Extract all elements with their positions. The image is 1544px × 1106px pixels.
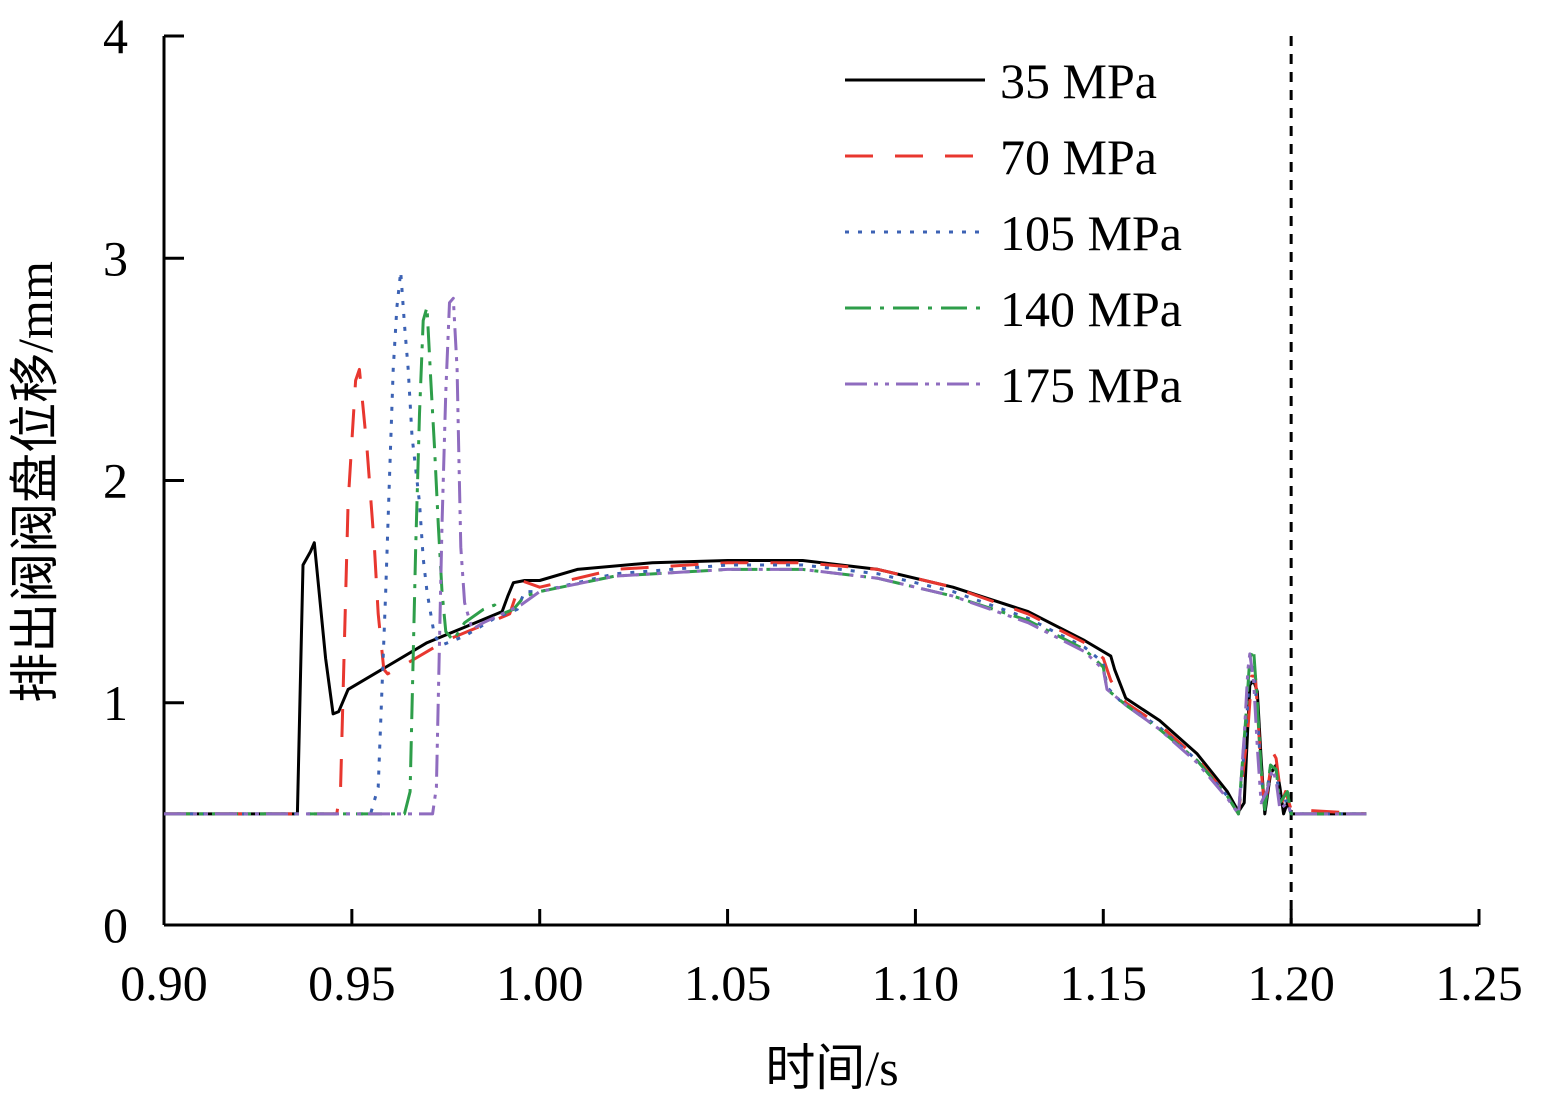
ticks: 0.90 0.95 1.00 1.05 1.10 1.15 1.20 1.25 0 1 2 3 4 bbox=[103, 8, 1523, 1011]
x-tick-label: 0.95 bbox=[308, 955, 396, 1011]
legend: 35 MPa 70 MPa 105 MPa 140 MPa 175 MPa bbox=[845, 53, 1182, 413]
y-tick-label: 2 bbox=[103, 453, 128, 509]
y-tick-label: 4 bbox=[103, 8, 128, 64]
series-line-2 bbox=[164, 367, 1367, 816]
y-axis-title: 排出阀阀盘位移/mm bbox=[7, 261, 63, 703]
legend-label-5: 175 MPa bbox=[1000, 357, 1182, 413]
series-line-5 bbox=[164, 296, 1367, 816]
x-tick-label: 1.25 bbox=[1435, 955, 1523, 1011]
legend-label-4: 140 MPa bbox=[1000, 281, 1182, 337]
x-tick-label: 1.00 bbox=[496, 955, 584, 1011]
series-line-3 bbox=[164, 270, 1367, 816]
x-tick-label: 1.15 bbox=[1060, 955, 1148, 1011]
legend-label-1: 35 MPa bbox=[1000, 53, 1157, 109]
y-tick-label: 3 bbox=[103, 230, 128, 286]
x-axis-title: 时间/s bbox=[765, 1040, 898, 1096]
y-tick-label: 1 bbox=[103, 675, 128, 731]
x-tick-label: 1.05 bbox=[684, 955, 772, 1011]
series-group bbox=[164, 270, 1367, 816]
x-tick-label: 0.90 bbox=[120, 955, 208, 1011]
x-tick-label: 1.10 bbox=[872, 955, 960, 1011]
legend-label-3: 105 MPa bbox=[1000, 205, 1182, 261]
x-tick-label: 1.20 bbox=[1247, 955, 1335, 1011]
legend-label-2: 70 MPa bbox=[1000, 129, 1157, 185]
y-tick-label: 0 bbox=[103, 897, 128, 953]
